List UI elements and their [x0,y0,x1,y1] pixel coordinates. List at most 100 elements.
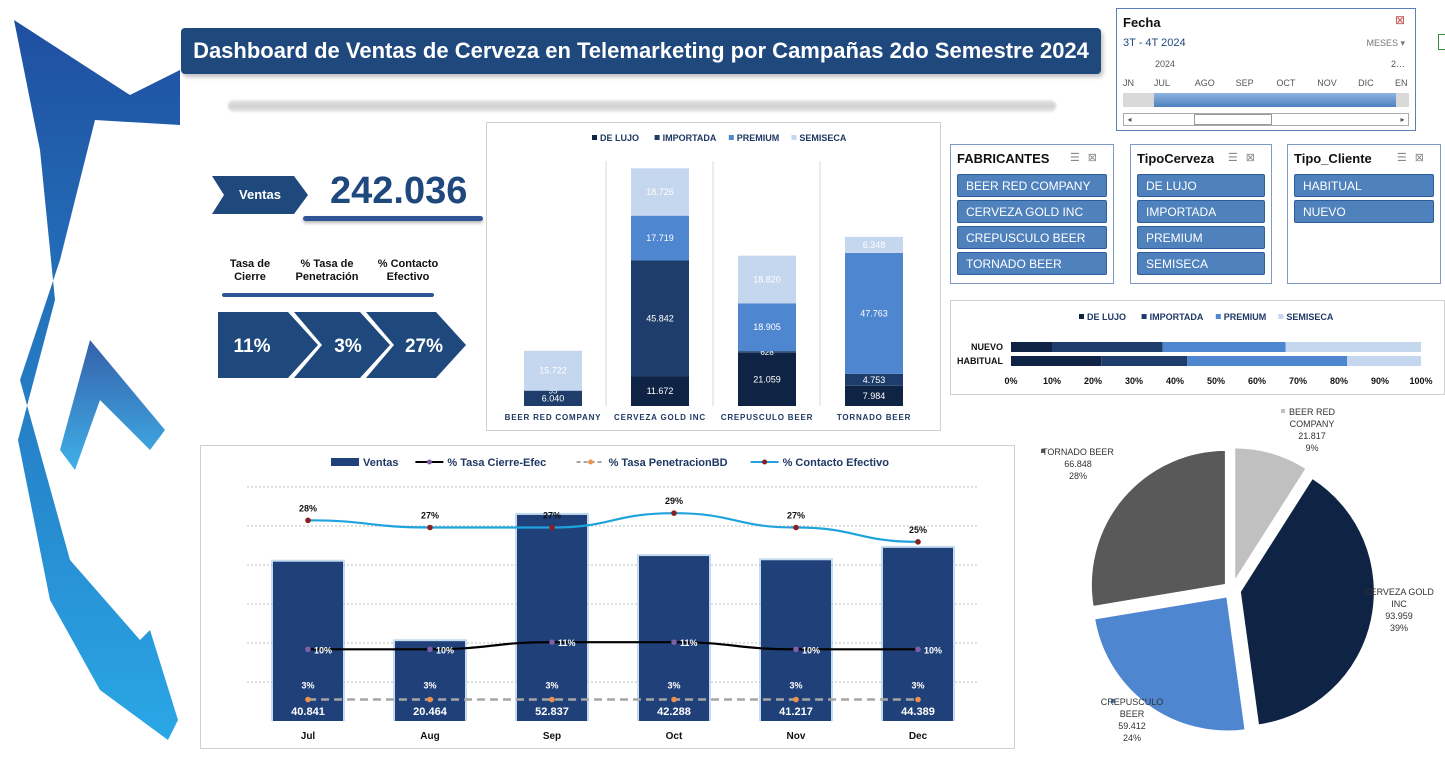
rate-value-penetracion: 3% [334,336,362,357]
pie-slice [1089,448,1227,609]
legend-label: % Contacto Efectivo [783,457,890,469]
bar-data-label: 6.348 [863,240,886,250]
legend-marker [426,459,432,465]
scroll-left-icon[interactable]: ◂ [1127,115,1132,124]
timeline-selection[interactable] [1154,93,1396,107]
pie-label-value: 59.412 [1118,721,1146,731]
bar-data-label: 55 [549,387,558,396]
month-label: SEP [1235,78,1254,88]
slicer-item-importada[interactable]: IMPORTADA [1137,200,1265,223]
series-marker [305,646,311,653]
pie-label-value: 21.817 [1298,431,1326,441]
stacked-bar-panel: DE LUJO IMPORTADA PREMIUM SEMISECA 6.040 55 15… [486,122,941,431]
pie-label-percent: 39% [1390,623,1408,633]
x-tick-label: 10% [1043,376,1061,386]
legend-label: SEMISECA [799,133,847,143]
slicer-item-habitual[interactable]: HABITUAL [1294,174,1434,197]
slicer-item-nuevo[interactable]: NUEVO [1294,200,1434,223]
date-slicer[interactable]: Fecha ⊠ 3T - 4T 2024 MESES ▾ 2024 2… JN J… [1116,8,1416,131]
bar-segment [738,351,796,353]
multi-select-icon[interactable]: ☰⊠ [1069,152,1105,164]
ventas-bar [639,556,709,721]
slicer-tipocerveza[interactable]: TipoCerveza ☰⊠ DE LUJO IMPORTADA PREMIUM… [1130,144,1272,284]
legend-label: PREMIUM [737,133,780,143]
bar-data-label: 628 [760,348,774,357]
timeline-track[interactable] [1123,93,1409,107]
series-marker [915,646,921,653]
multi-select-icon[interactable]: ☰⊠ [1396,152,1432,164]
ventas-data-label: 40.841 [291,706,325,718]
rate-underline [222,293,434,297]
legend-label: % Tasa PenetracionBD [609,457,728,469]
date-level-select[interactable]: MESES ▾ [1366,38,1405,48]
page-title: Dashboard de Ventas de Cerveza en Telema… [181,28,1101,74]
legend-swatch [1141,314,1147,319]
series-data-label: 3% [301,681,314,691]
multi-select-icon[interactable]: ☰⊠ [1227,152,1263,164]
bar-segment [738,255,796,304]
bar-data-label: 47.763 [860,308,888,318]
pie-label-name: CREPUSCULO [1101,697,1164,707]
bar-segment [631,260,689,377]
bar-segment [1052,342,1163,352]
ventas-bar [395,641,465,721]
slicer-fabricantes-title: FABRICANTES [957,151,1050,166]
x-tick-label: Jul [301,731,316,742]
client-type-panel: DE LUJO IMPORTADA PREMIUM SEMISECA NUEVO HABI… [950,300,1445,395]
bar-segment [738,303,796,352]
series-marker [549,524,555,531]
category-label: HABITUAL [957,356,1003,366]
ventas-data-label: 44.389 [901,706,935,718]
series-data-label: 27% [543,511,561,521]
series-data-label: 10% [314,645,332,655]
series-marker [549,639,555,645]
series-data-label: 3% [911,681,924,691]
bar-segment [524,390,582,406]
scroll-thumb[interactable] [1194,114,1272,125]
slicer-fabricantes[interactable]: FABRICANTES ☰⊠ BEER RED COMPANY CERVEZA … [950,144,1114,284]
series-data-label: 28% [299,503,317,513]
x-tick-label: Nov [787,731,806,742]
month-label: EN [1395,78,1408,88]
pie-label: BEER RED COMPANY 21.817 9% [1281,407,1336,453]
pie-label: CERVEZA GOLD INC 93.959 39% [1364,587,1434,633]
pie-label: CREPUSCULO BEER 59.412 24% [1101,697,1164,743]
pie-label-name: COMPANY [1290,419,1335,429]
bar-data-label: 11.672 [647,386,674,396]
pie-label-name: INC [1391,599,1407,609]
legend-label: % Tasa Cierre-Efec [447,457,546,469]
slicer-item-beer-red-company[interactable]: BEER RED COMPANY [957,174,1107,197]
category-label: BEER RED COMPANY [505,413,602,422]
clear-filter-icon[interactable]: ⊠ [1394,13,1405,27]
bar-segment [524,350,582,391]
scroll-right-icon[interactable]: ▸ [1400,115,1405,124]
bar-segment [1011,342,1052,352]
year-label-right: 2… [1390,59,1405,69]
slicer-item-tornado-beer[interactable]: TORNADO BEER [957,252,1107,275]
legend-label: IMPORTADA [1150,312,1204,322]
bar-data-label: 45.842 [646,313,674,323]
x-tick-label: 100% [1409,376,1432,386]
pie-label: TORNADO BEER 66.848 28% [1041,447,1114,481]
slicer-item-premium[interactable]: PREMIUM [1137,226,1265,249]
ventas-label-arrow: Ventas [212,176,308,214]
month-labels: JN JUL AGO SEP OCT NOV DIC EN [1123,78,1409,90]
series-marker [915,696,921,703]
slicer-item-semiseca[interactable]: SEMISECA [1137,252,1265,275]
series-data-label: 10% [436,645,454,655]
slicer-item-de-lujo[interactable]: DE LUJO [1137,174,1265,197]
legend-swatch [1278,314,1284,319]
category-label: NUEVO [971,342,1003,352]
pie-label-name: CERVEZA GOLD [1364,587,1434,597]
pie-label-value: 93.959 [1385,611,1413,621]
bar-segment [845,385,903,406]
slicer-item-cerveza-gold-inc[interactable]: CERVEZA GOLD INC [957,200,1107,223]
slicer-tipo-cliente[interactable]: Tipo_Cliente ☰⊠ HABITUAL NUEVO [1287,144,1441,284]
bar-segment [1162,342,1286,352]
series-marker [915,539,921,545]
timeline-scrollbar[interactable]: ◂ ▸ [1123,113,1409,126]
bar-segment [845,236,903,253]
pie-label-marker [1041,449,1045,453]
bar-data-label: 21.059 [753,374,781,384]
slicer-item-crepusculo-beer[interactable]: CREPUSCULO BEER [957,226,1107,249]
